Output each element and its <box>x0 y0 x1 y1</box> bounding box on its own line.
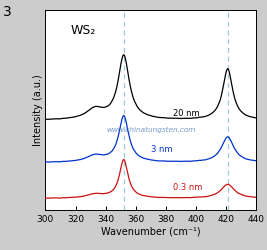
Text: 20 nm: 20 nm <box>174 109 200 118</box>
Text: www.chinatungsten.com: www.chinatungsten.com <box>106 127 195 133</box>
Text: 3 nm: 3 nm <box>151 145 172 154</box>
Text: WS₂: WS₂ <box>71 24 96 37</box>
Y-axis label: Intensity (a.u.): Intensity (a.u.) <box>33 74 43 146</box>
X-axis label: Wavenumber (cm⁻¹): Wavenumber (cm⁻¹) <box>101 227 201 237</box>
Text: 3: 3 <box>3 5 11 19</box>
Text: 0.3 nm: 0.3 nm <box>174 183 203 192</box>
